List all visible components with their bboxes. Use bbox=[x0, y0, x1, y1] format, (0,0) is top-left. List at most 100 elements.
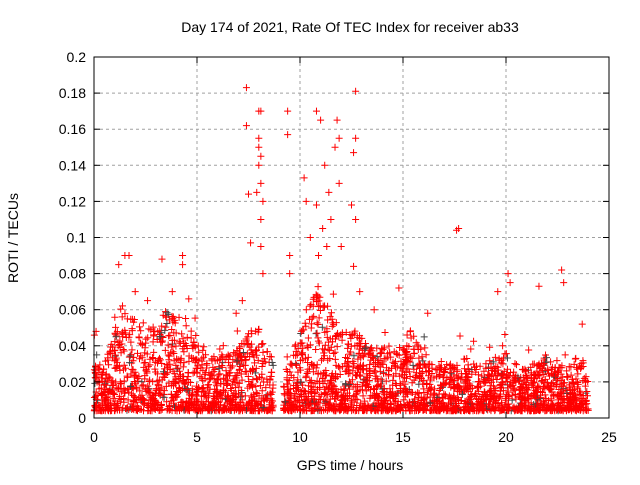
data-point bbox=[412, 371, 420, 379]
data-point bbox=[257, 215, 265, 223]
data-point bbox=[338, 330, 346, 338]
data-point bbox=[183, 386, 191, 394]
data-point bbox=[561, 351, 569, 359]
data-point bbox=[179, 252, 187, 260]
data-point bbox=[123, 372, 131, 380]
data-point bbox=[174, 364, 182, 372]
data-point bbox=[120, 361, 128, 369]
data-point bbox=[404, 357, 412, 365]
data-point bbox=[358, 366, 366, 374]
data-point bbox=[316, 396, 324, 404]
data-point bbox=[133, 385, 141, 393]
data-point bbox=[329, 373, 337, 381]
data-point bbox=[211, 385, 219, 393]
data-point bbox=[439, 402, 447, 410]
data-point bbox=[453, 366, 461, 374]
data-point bbox=[122, 333, 130, 341]
data-point bbox=[551, 372, 559, 380]
data-point bbox=[401, 380, 409, 388]
data-point bbox=[265, 405, 273, 413]
data-point bbox=[341, 385, 349, 393]
data-point bbox=[344, 403, 352, 411]
data-point bbox=[563, 402, 571, 410]
data-point bbox=[307, 399, 315, 407]
data-point bbox=[481, 376, 489, 384]
data-point bbox=[463, 355, 471, 363]
data-point bbox=[384, 353, 392, 361]
data-point bbox=[297, 349, 305, 357]
data-point bbox=[477, 401, 485, 409]
data-point bbox=[422, 351, 430, 359]
data-point bbox=[191, 314, 199, 322]
data-point bbox=[405, 368, 413, 376]
data-point bbox=[253, 188, 261, 196]
data-point bbox=[283, 405, 291, 413]
data-point bbox=[305, 390, 313, 398]
data-point bbox=[141, 358, 149, 366]
data-point bbox=[303, 342, 311, 350]
data-point bbox=[208, 401, 216, 409]
y-tick-label: 0.2 bbox=[67, 49, 87, 65]
data-point bbox=[480, 367, 488, 375]
data-point bbox=[563, 367, 571, 375]
data-point bbox=[257, 179, 265, 187]
data-point bbox=[350, 360, 358, 368]
data-point bbox=[385, 391, 393, 399]
data-point bbox=[203, 360, 211, 368]
data-point bbox=[569, 389, 577, 397]
data-point bbox=[545, 369, 552, 377]
data-point bbox=[251, 397, 259, 405]
data-point bbox=[241, 361, 249, 369]
data-point bbox=[516, 386, 524, 394]
data-point bbox=[408, 406, 416, 414]
data-point bbox=[366, 349, 374, 357]
data-point bbox=[252, 364, 260, 372]
data-point bbox=[127, 390, 135, 398]
data-point bbox=[266, 376, 274, 384]
data-point bbox=[324, 384, 332, 392]
data-point bbox=[312, 201, 320, 209]
data-point bbox=[136, 406, 144, 414]
data-point bbox=[267, 391, 275, 399]
data-point bbox=[117, 305, 125, 313]
data-point bbox=[259, 197, 267, 205]
data-point bbox=[184, 373, 192, 381]
data-point bbox=[152, 368, 160, 376]
data-point bbox=[465, 394, 473, 402]
data-point bbox=[248, 330, 256, 338]
data-point bbox=[531, 387, 539, 395]
data-point bbox=[310, 389, 318, 397]
data-point bbox=[458, 390, 466, 398]
data-point bbox=[421, 344, 429, 352]
data-point bbox=[570, 360, 578, 368]
data-point bbox=[499, 360, 507, 368]
data-point bbox=[143, 367, 151, 375]
data-point bbox=[356, 288, 364, 296]
data-point bbox=[489, 402, 497, 410]
data-point bbox=[373, 389, 381, 397]
data-point bbox=[487, 373, 495, 381]
data-point bbox=[215, 371, 223, 379]
data-point bbox=[502, 350, 510, 358]
data-point bbox=[111, 313, 119, 321]
data-point bbox=[255, 392, 263, 400]
data-point bbox=[164, 362, 172, 370]
data-point bbox=[281, 398, 289, 406]
data-point bbox=[342, 328, 350, 336]
data-point bbox=[482, 379, 490, 387]
data-point bbox=[344, 340, 352, 348]
data-point bbox=[460, 407, 468, 415]
data-point bbox=[301, 387, 309, 395]
data-point bbox=[120, 384, 128, 392]
data-point bbox=[494, 288, 502, 296]
data-point bbox=[327, 376, 335, 384]
data-point bbox=[188, 354, 196, 362]
data-point bbox=[244, 333, 252, 341]
data-point bbox=[341, 394, 349, 402]
data-point bbox=[331, 143, 339, 151]
data-point bbox=[338, 393, 346, 401]
data-point bbox=[175, 338, 183, 346]
data-point bbox=[374, 382, 382, 390]
data-point bbox=[100, 365, 108, 373]
data-point bbox=[299, 344, 307, 352]
